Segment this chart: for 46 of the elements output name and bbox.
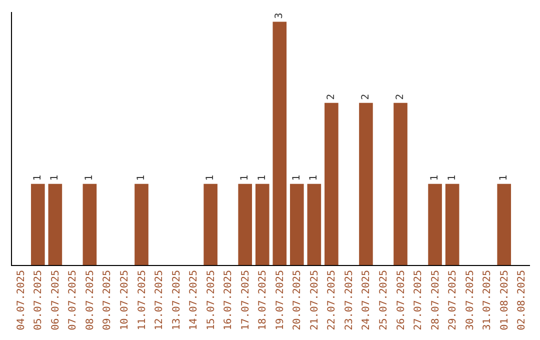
x-tick-label: 09.07.2025	[102, 270, 114, 330]
data-label: 1	[430, 174, 441, 181]
x-tick-label: 19.07.2025	[274, 270, 286, 330]
data-label: 1	[32, 174, 44, 181]
x-tick-label: 22.07.2025	[326, 270, 338, 330]
x-tick-label: 30.07.2025	[464, 270, 476, 330]
data-label: 1	[446, 174, 458, 181]
x-tick-label: 04.07.2025	[16, 270, 27, 330]
data-label: 1	[205, 174, 216, 181]
x-tick-label: 10.07.2025	[119, 270, 130, 330]
x-tick-label: 18.07.2025	[258, 270, 269, 330]
x-tick-label: 25.07.2025	[378, 270, 390, 330]
x-tick-label: 21.07.2025	[309, 270, 320, 330]
data-label: 1	[240, 174, 251, 181]
x-tick-label: 23.07.2025	[344, 270, 355, 330]
data-label: 2	[395, 94, 406, 100]
x-tick-label: 17.07.2025	[240, 270, 252, 330]
x-tick-label: 31.07.2025	[482, 270, 494, 330]
x-tick-label: 14.07.2025	[188, 270, 200, 330]
data-label: 1	[308, 174, 320, 181]
data-label: 2	[326, 94, 337, 100]
data-label: 1	[291, 174, 302, 181]
x-tick-label: 15.07.2025	[206, 270, 217, 330]
x-tick-label: 01.08.2025	[499, 270, 510, 330]
x-tick-label: 08.07.2025	[84, 270, 96, 330]
x-tick-label: 05.07.2025	[33, 270, 44, 330]
data-label: 1	[498, 174, 510, 181]
x-tick-label: 06.07.2025	[50, 270, 62, 330]
data-label: 2	[360, 94, 372, 100]
x-tick-label: 13.07.2025	[171, 270, 182, 330]
x-tick-label: 24.07.2025	[361, 270, 372, 330]
x-tick-label: 07.07.2025	[68, 270, 79, 330]
data-label: 1	[50, 174, 61, 181]
x-tick-label: 12.07.2025	[154, 270, 166, 330]
x-tick-label: 27.07.2025	[413, 270, 424, 330]
x-tick-label: 11.07.2025	[136, 270, 148, 330]
x-tick-label: 20.07.2025	[292, 270, 304, 330]
data-label: 1	[256, 174, 268, 181]
x-tick-label: 02.08.2025	[516, 270, 528, 330]
x-tick-label: 28.07.2025	[430, 270, 442, 330]
x-tick-label: 16.07.2025	[223, 270, 234, 330]
x-tick-label: 26.07.2025	[396, 270, 407, 330]
data-label: 1	[136, 174, 147, 181]
data-label: 3	[274, 12, 286, 19]
data-label: 1	[84, 174, 96, 181]
x-tick-label: 29.07.2025	[448, 270, 459, 330]
